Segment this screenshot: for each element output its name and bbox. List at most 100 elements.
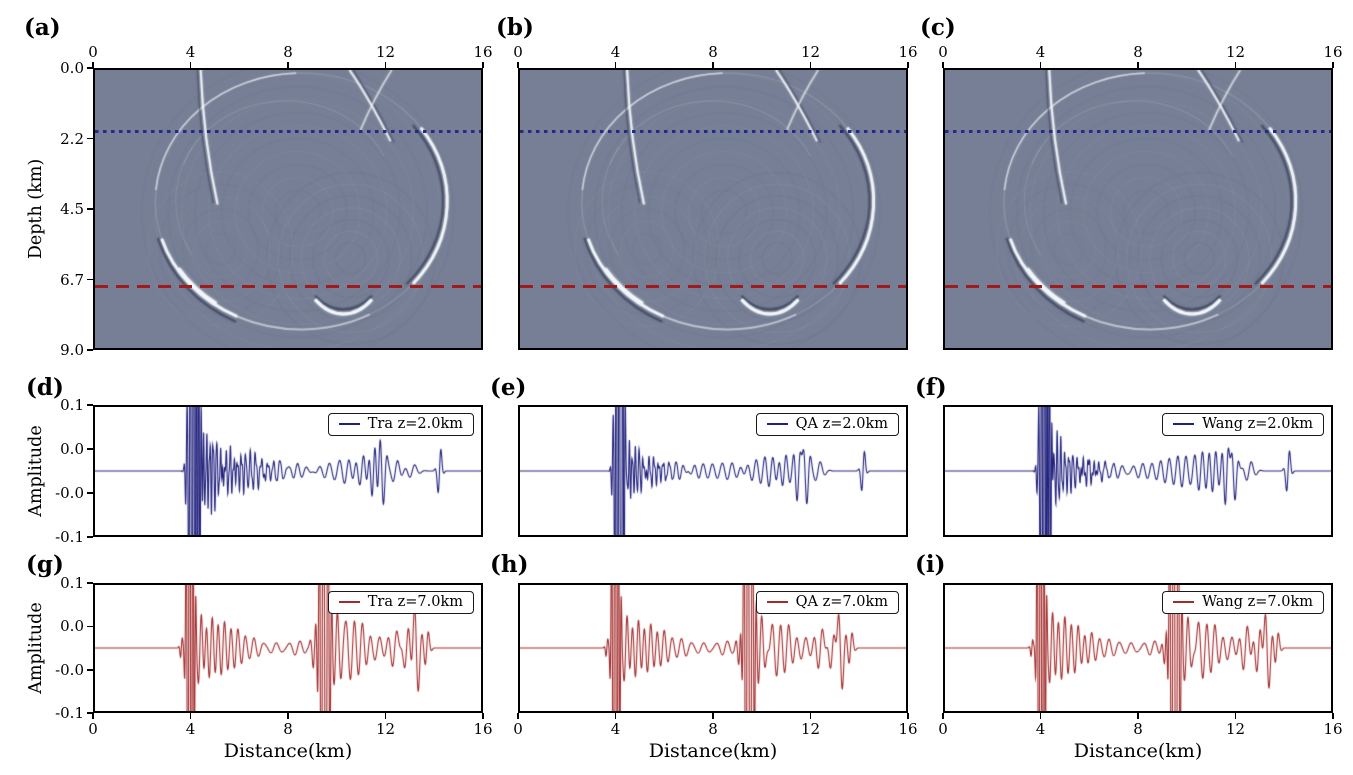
amplitude-tick-mark [87,404,93,406]
distance-axis-title-g: Distance(km) [223,740,353,762]
legend-e: QA z=2.0km [755,413,899,436]
legend-label: Tra z=7.0km [367,594,463,610]
x-tick-mark-bottom [614,713,617,719]
x-tick-label-top: 0 [938,43,948,61]
x-tick-label-bottom: 12 [800,720,821,738]
wavefield-canvas-b [520,70,906,348]
legend-line-sample [766,423,788,425]
panel-letter-f: (f) [915,374,947,401]
x-tick-mark-bottom [907,713,909,719]
amplitude-tick-label: 0.0 [60,617,84,636]
legend-line-sample [766,601,788,603]
depth-tick-mark [87,349,93,351]
panel-letter-d: (d) [26,374,64,401]
x-tick-mark-bottom [942,713,944,719]
x-tick-label-top: 4 [610,43,621,61]
x-tick-label-bottom: 16 [1323,720,1343,738]
x-tick-mark-bottom [809,713,812,719]
x-tick-mark-top [1234,62,1237,68]
x-tick-mark-top [384,62,387,68]
x-tick-mark-top [712,62,714,68]
depth-tick-mark [87,208,93,210]
panel-letter-b: (b) [496,14,534,41]
wavefield-canvas-c [945,70,1331,348]
panel-letter-e: (e) [490,374,527,401]
amplitude-axis-title: Amplitude [26,425,46,517]
x-tick-mark-bottom [482,713,484,719]
x-tick-mark-top [907,62,909,68]
x-tick-mark-bottom [1039,713,1042,719]
amplitude-tick-mark [87,448,93,450]
panel-b-wavefield-snapshot [518,68,908,350]
x-tick-label-top: 12 [1225,43,1246,61]
x-tick-mark-bottom [712,713,714,719]
amplitude-tick-label: -0.1 [55,704,84,722]
x-tick-mark-top [1332,62,1334,68]
x-tick-label-bottom: 4 [1035,720,1046,738]
x-tick-mark-top [1039,62,1042,68]
panel-letter-c: (c) [920,14,956,41]
x-tick-mark-top [809,62,812,68]
panel-i-trace: Wang z=7.0km [943,583,1333,713]
wavefield-canvas-a [95,70,481,348]
x-tick-mark-top [287,62,289,68]
depth-tick-label: 0.0 [60,59,84,77]
legend-line-sample [338,601,360,603]
amplitude-axis-title-2: Amplitude [26,602,46,694]
depth-2km-dotted-line-b [520,130,906,133]
x-tick-label-bottom: 4 [185,720,196,738]
distance-axis-title-i: Distance(km) [1073,740,1203,762]
x-tick-mark-top [92,62,94,68]
x-tick-label-top: 4 [1035,43,1046,61]
legend-f: Wang z=2.0km [1162,413,1324,436]
amplitude-tick-label: -0.1 [55,528,84,546]
x-tick-label-bottom: 0 [88,720,98,738]
panel-h-trace: QA z=7.0km [518,583,908,713]
panel-letter-i: (i) [915,551,946,578]
legend-label: Wang z=2.0km [1202,416,1313,432]
x-tick-label-top: 0 [88,43,98,61]
x-tick-label-bottom: 8 [283,720,293,738]
depth-7km-dashed-line-b [520,285,906,289]
legend-line-sample [338,423,360,425]
x-tick-mark-bottom [1137,713,1139,719]
x-tick-mark-top [517,62,519,68]
x-tick-label-top: 8 [1133,43,1143,61]
x-tick-mark-bottom [92,713,94,719]
x-tick-mark-bottom [384,713,387,719]
x-tick-mark-bottom [1332,713,1334,719]
x-tick-label-bottom: 4 [610,720,621,738]
legend-line-sample [1173,423,1195,425]
amplitude-tick-mark [87,625,93,628]
panel-e-trace: QA z=2.0km [518,405,908,537]
x-tick-label-bottom: 8 [708,720,718,738]
legend-label: QA z=2.0km [795,416,888,432]
x-tick-label-top: 8 [283,43,293,61]
x-tick-label-bottom: 12 [1225,720,1246,738]
x-tick-label-top: 16 [898,43,918,61]
depth-7km-dashed-line-c [945,285,1331,289]
panel-letter-g: (g) [26,551,64,578]
legend-g: Tra z=7.0km [327,591,474,614]
panel-a-wavefield-snapshot [93,68,483,350]
amplitude-tick-label: 0.1 [60,574,84,592]
amplitude-tick-mark [87,712,93,714]
x-tick-label-bottom: 16 [898,720,918,738]
x-tick-label-top: 12 [375,43,396,61]
x-tick-label-top: 16 [1323,43,1343,61]
x-tick-mark-top [189,62,192,68]
depth-tick-mark [87,137,93,140]
panel-d-trace: Tra z=2.0km [93,405,483,537]
panel-g-trace: Tra z=7.0km [93,583,483,713]
x-tick-mark-bottom [189,713,192,719]
amplitude-tick-mark [87,536,93,538]
amplitude-tick-label: -0.0 [55,484,84,502]
distance-axis-title-h: Distance(km) [648,740,778,762]
x-tick-mark-bottom [517,713,519,719]
x-tick-label-bottom: 16 [473,720,493,738]
depth-tick-mark [87,278,93,281]
panel-c-wavefield-snapshot [943,68,1333,350]
legend-line-sample [1173,601,1195,603]
amplitude-tick-mark [87,582,93,584]
